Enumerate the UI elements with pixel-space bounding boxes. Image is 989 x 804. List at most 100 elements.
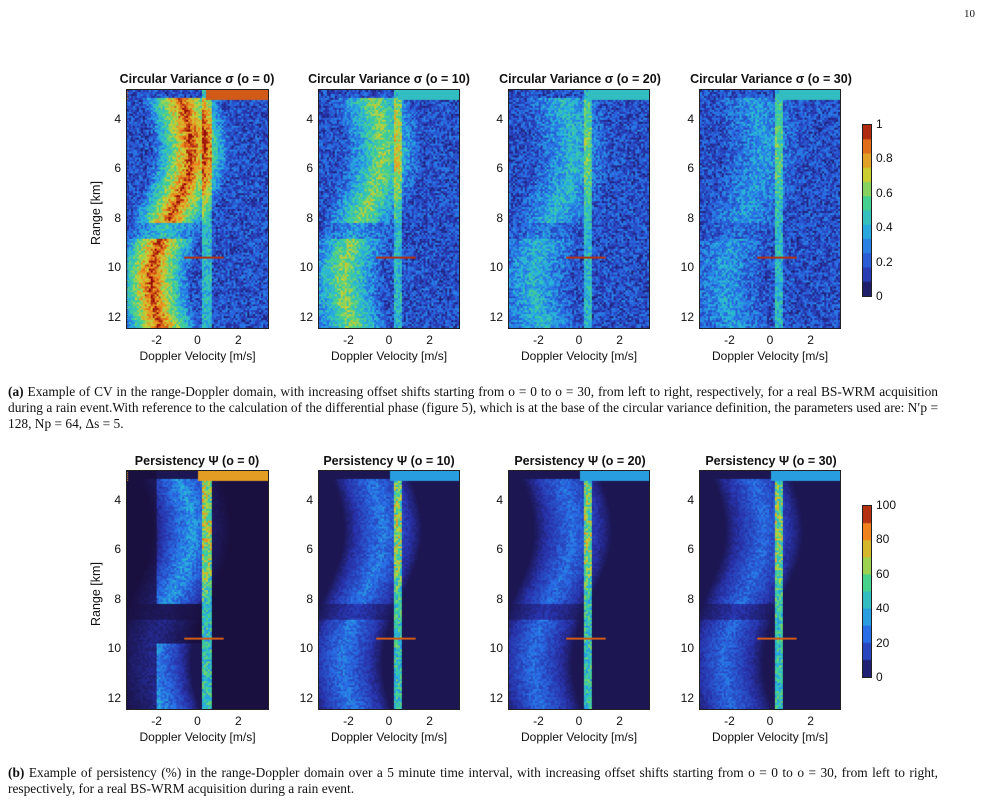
x-axis-label: Doppler Velocity [m/s] [139,349,256,363]
y-tick-label: 8 [114,591,121,606]
colorbar-tick: 0.6 [876,186,893,200]
x-tick-label: -2 [151,333,162,347]
y-tick-label: 4 [114,111,121,126]
x-tick-label: -2 [724,714,735,728]
x-tick-label: 2 [616,714,623,728]
colorbar-tick: 0 [876,670,883,684]
y-tick-label: 4 [114,492,121,507]
y-tick-label: 4 [306,492,313,507]
y-tick-label: 10 [299,260,313,275]
y-tick-label: 12 [299,309,313,324]
colorbar-tick: 60 [876,567,890,581]
caption-text: Example of persistency (%) in the range-… [8,765,938,796]
heatmap-persistency-o30 [699,470,841,710]
y-tick-label: 8 [306,591,313,606]
colorbar-tick: 0.4 [876,220,893,234]
x-tick-label: -2 [151,714,162,728]
x-tick-label: 0 [385,333,393,347]
caption-a: (a) Example of CV in the range-Doppler d… [8,384,938,432]
panel-title-persistency-o0: Persistency Ψ (o = 0) [134,454,260,468]
colorbar-tick: 20 [876,636,890,650]
y-tick-label: 8 [114,210,121,225]
y-tick-label: 6 [306,542,313,557]
x-tick-label: 0 [766,333,774,347]
y-tick-label: 8 [496,210,503,225]
y-tick-label: 8 [687,210,694,225]
x-tick-label: -2 [343,333,354,347]
heatmap-cv-o10 [318,89,460,329]
y-tick-label: 12 [299,690,313,705]
y-tick-label: 6 [496,161,503,176]
x-tick-label: 0 [575,714,583,728]
colorbar-tick: 1 [876,117,883,131]
x-tick-label: 2 [807,714,814,728]
y-tick-label: 12 [680,309,694,324]
x-tick-label: 0 [194,714,201,728]
panel-title-cv-o0: Circular Variance σ (o = 0) [119,72,275,86]
x-axis-label: Doppler Velocity [m/s] [711,730,829,744]
y-tick-label: 4 [496,492,503,507]
x-tick-label: 2 [235,333,242,347]
caption-b: (b) Example of persistency (%) in the ra… [8,765,938,797]
caption-text: Example of CV in the range-Doppler domai… [8,384,938,431]
x-tick-label: -2 [724,333,735,347]
heatmap-persistency-o0 [126,470,269,710]
y-tick-label: 4 [496,111,503,126]
x-axis-label: Doppler Velocity [m/s] [330,730,448,744]
colorbar-tick: 100 [876,498,897,512]
x-tick-label: 0 [575,333,583,347]
y-tick-label: 4 [687,492,694,507]
caption-label: (b) [8,765,25,780]
x-axis-label: Doppler Velocity [m/s] [520,349,638,363]
heatmap-cv-o20 [508,89,650,329]
x-tick-label: -2 [533,333,544,347]
colorbar-persistency [862,505,872,678]
y-tick-label: 8 [687,591,694,606]
y-tick-label: 12 [680,690,694,705]
y-tick-label: 6 [496,542,503,557]
x-tick-label: 2 [616,333,623,347]
x-axis-label: Doppler Velocity [m/s] [139,730,256,744]
y-tick-label: 12 [107,690,121,705]
y-tick-label: 6 [687,542,694,557]
y-tick-label: 12 [107,309,121,324]
y-tick-label: 10 [107,260,121,275]
y-tick-label: 10 [299,641,313,656]
y-tick-label: 10 [107,641,121,656]
heatmap-cv-o0 [126,89,269,329]
y-tick-label: 10 [489,641,503,656]
y-tick-label: 8 [306,210,313,225]
colorbar-tick: 40 [876,601,890,615]
colorbar-tick: 80 [876,532,890,546]
panel-title-cv-o10: Circular Variance σ (o = 10) [308,72,470,86]
y-tick-label: 12 [489,690,503,705]
y-tick-label: 4 [306,111,313,126]
x-tick-label: 2 [235,714,242,728]
y-tick-label: 8 [496,591,503,606]
colorbar-tick: 0.8 [876,151,893,165]
x-tick-label: -2 [533,714,544,728]
page-number: 10 [964,8,975,20]
x-tick-label: 0 [385,714,393,728]
y-tick-label: 10 [680,641,694,656]
panel-title-cv-o20: Circular Variance σ (o = 20) [499,72,661,86]
caption-label: (a) [8,384,24,399]
y-tick-label: 4 [687,111,694,126]
x-axis-label: Doppler Velocity [m/s] [330,349,448,363]
x-tick-label: 2 [807,333,814,347]
panel-title-persistency-o30: Persistency Ψ (o = 30) [705,454,837,468]
y-tick-label: 6 [687,161,694,176]
x-axis-label: Doppler Velocity [m/s] [711,349,829,363]
y-tick-label: 12 [489,309,503,324]
colorbar-tick: 0 [876,289,883,303]
x-axis-label: Doppler Velocity [m/s] [520,730,638,744]
heatmap-persistency-o10 [318,470,460,710]
y-tick-label: 6 [114,542,121,557]
x-tick-label: 2 [426,714,433,728]
x-tick-label: 0 [194,333,201,347]
heatmap-persistency-o20 [508,470,650,710]
y-tick-label: 6 [114,161,121,176]
colorbar-tick: 0.2 [876,255,893,269]
colorbar-cv [862,124,872,297]
x-tick-label: -2 [343,714,354,728]
